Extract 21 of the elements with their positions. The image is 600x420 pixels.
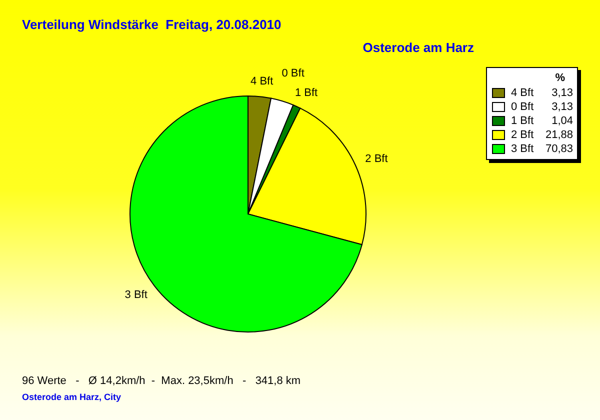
slice-label: 3 Bft: [124, 288, 148, 301]
text: Osterode am Harz, City: [22, 392, 122, 402]
legend-label: 0 Bft: [511, 100, 534, 114]
text: 96 Werte - Ø 14,2km/h - Max. 23,5km/h - 341,8 km: [22, 375, 301, 387]
data-label: 3,13: [550, 86, 573, 100]
chart-title: Verteilung Windstärke Freitag, 20.08.2010: [22, 17, 282, 32]
legend-label: 1 Bft: [511, 114, 534, 128]
pie-slice: [130, 96, 362, 332]
chart-subtitle: Osterode am Harz: [362, 40, 474, 55]
data-label: 70,83: [544, 142, 573, 156]
legend-title: %: [554, 71, 566, 86]
data-label: 3,13: [550, 100, 573, 114]
legend-label: 2 Bft: [511, 128, 534, 142]
data-label: 1,04: [550, 114, 573, 128]
slice-label: 4 Bft: [250, 76, 274, 88]
slice-label: 1 Bft: [294, 86, 318, 99]
data-label: 21,88: [544, 128, 573, 142]
slice-label: 0 Bft: [282, 67, 304, 80]
slice-label: 2 Bft: [365, 153, 388, 166]
legend-label: 4 Bft: [511, 86, 534, 100]
legend-label: 3 Bft: [511, 142, 534, 156]
